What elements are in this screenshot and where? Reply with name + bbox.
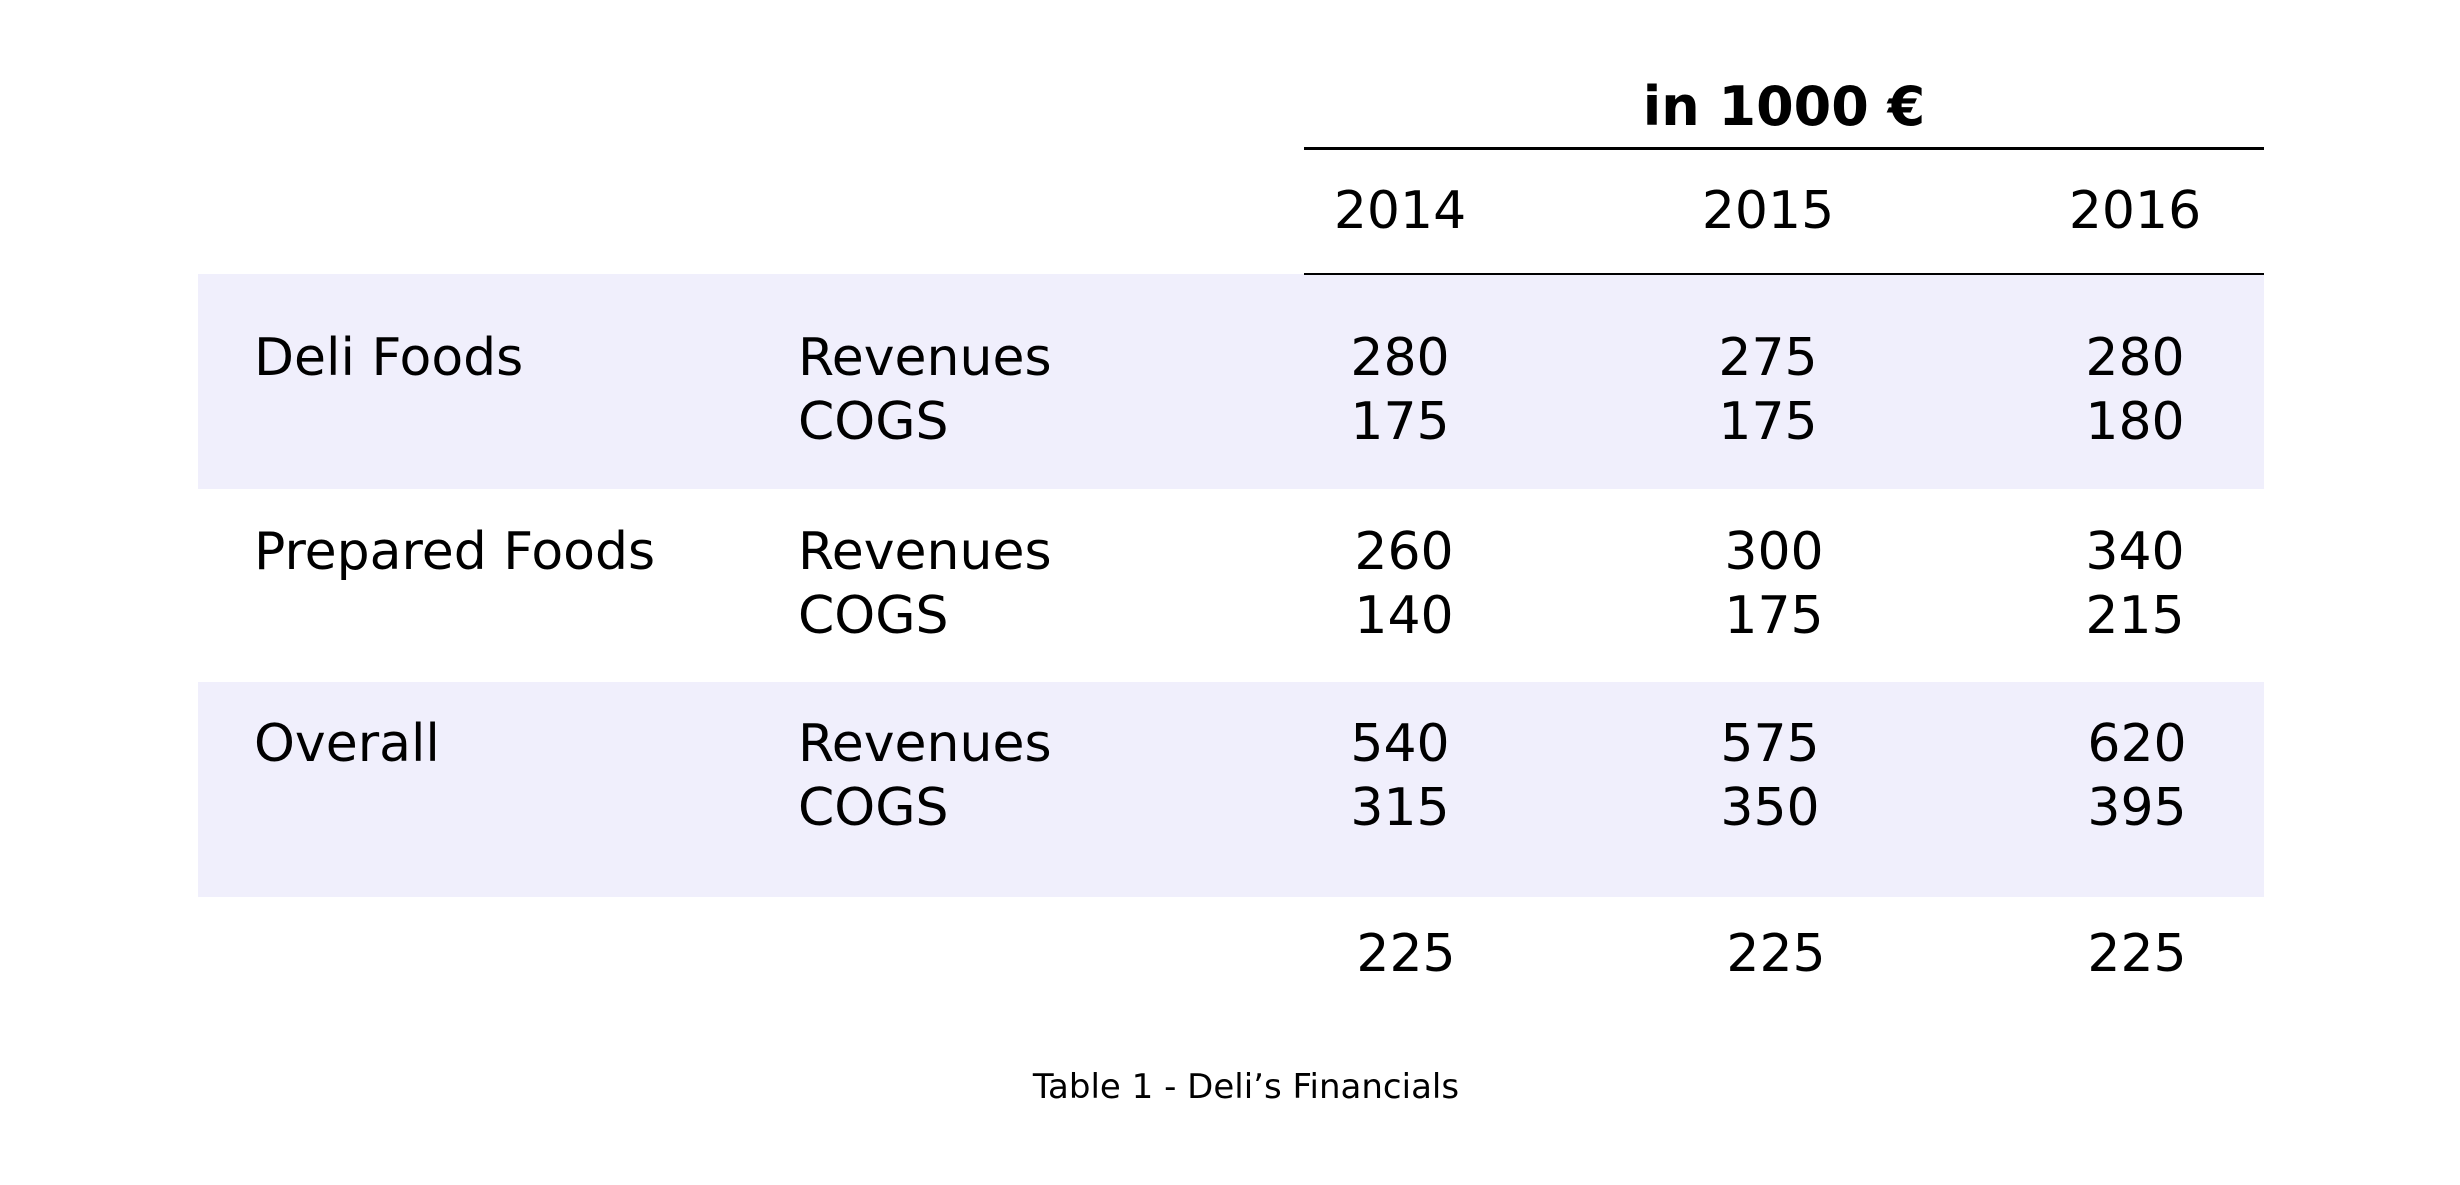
unit-header: in 1000 €: [1642, 75, 1926, 138]
metric-label: COGS: [798, 778, 949, 838]
group-label: Deli Foods: [254, 328, 524, 388]
header-bottom-rule: [1304, 273, 2264, 275]
table-cell: 275: [1718, 328, 1818, 388]
year-header-2014: 2014: [1333, 181, 1467, 241]
metric-label: COGS: [798, 392, 949, 452]
year-header-2015: 2015: [1701, 181, 1835, 241]
table-cell: 280: [2085, 328, 2185, 388]
table-cell: 620: [2087, 714, 2187, 774]
table-cell: 175: [1350, 392, 1450, 452]
metric-label: Revenues: [798, 328, 1052, 388]
table-cell: 180: [2085, 392, 2185, 452]
year-header-2016: 2016: [2068, 181, 2202, 241]
footer-value: 225: [2087, 924, 2187, 984]
table-cell: 395: [2087, 778, 2187, 838]
footer-value: 225: [1726, 924, 1826, 984]
table-cell: 140: [1354, 586, 1454, 646]
table-cell: 260: [1354, 522, 1454, 582]
table-cell: 280: [1350, 328, 1450, 388]
table-caption: Table 1 - Deli’s Financials: [1032, 1067, 1460, 1107]
table-cell: 175: [1724, 586, 1824, 646]
table-cell: 315: [1350, 778, 1450, 838]
group-label: Prepared Foods: [254, 522, 656, 582]
table-cell: 340: [2085, 522, 2185, 582]
footer-value: 225: [1356, 924, 1456, 984]
group-band-overall: [198, 682, 2264, 897]
group-label: Overall: [254, 714, 440, 774]
metric-label: Revenues: [798, 522, 1052, 582]
header-top-rule: [1304, 147, 2264, 150]
group-band-deli-foods: [198, 274, 2264, 489]
table-cell: 575: [1720, 714, 1820, 774]
metric-label: Revenues: [798, 714, 1052, 774]
table-cell: 215: [2085, 586, 2185, 646]
table-cell: 350: [1720, 778, 1820, 838]
table-cell: 540: [1350, 714, 1450, 774]
table-cell: 300: [1724, 522, 1824, 582]
table-cell: 175: [1718, 392, 1818, 452]
metric-label: COGS: [798, 586, 949, 646]
